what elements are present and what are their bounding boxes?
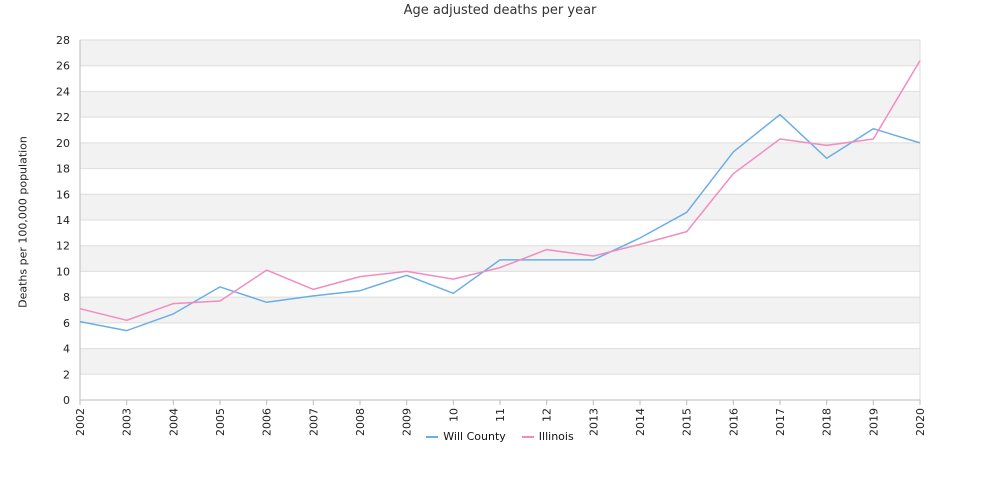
x-tick-label: 2017: [774, 408, 787, 436]
x-tick-label: 2004: [167, 408, 180, 436]
legend: Will County Illinois: [0, 430, 1000, 443]
grid-band: [80, 348, 920, 375]
legend-swatch-will-county: [426, 435, 439, 438]
grid-band: [80, 297, 920, 323]
y-tick-label: 2: [63, 368, 70, 381]
x-tick-label: 2008: [354, 408, 367, 436]
x-tick-label: 2002: [74, 408, 87, 436]
x-tick-label: 2006: [261, 408, 274, 436]
y-tick-label: 14: [56, 214, 70, 227]
grid-band: [80, 40, 920, 66]
grid-band: [80, 142, 920, 169]
x-tick-label: 10: [447, 408, 460, 422]
legend-label-will-county: Will County: [443, 430, 506, 443]
x-tick-label: 2014: [634, 408, 647, 436]
x-tick-label: 2013: [587, 408, 600, 436]
y-tick-label: 26: [56, 60, 70, 73]
grid-band: [80, 194, 920, 220]
series-line-illinois: [79, 60, 921, 322]
x-tick-label: 12: [541, 408, 554, 422]
legend-item-will-county[interactable]: Will County: [426, 430, 506, 443]
x-tick-label: 2020: [914, 408, 927, 436]
x-tick-label: 2018: [821, 408, 834, 436]
x-tick-label: 11: [494, 408, 507, 422]
y-tick-label: 18: [56, 163, 70, 176]
y-tick-label: 22: [56, 111, 70, 124]
y-tick-label: 24: [56, 85, 70, 98]
chart-title: Age adjusted deaths per year: [403, 3, 597, 18]
y-tick-label: 16: [56, 188, 70, 201]
x-tick-label: 2016: [727, 408, 740, 436]
legend-swatch-illinois: [521, 435, 534, 438]
y-tick-label: 28: [56, 34, 70, 47]
y-tick-label: 4: [63, 343, 70, 356]
grid-band: [80, 91, 920, 118]
y-tick-label: 0: [63, 394, 70, 407]
legend-label-illinois: Illinois: [538, 430, 574, 443]
y-tick-label: 12: [56, 240, 70, 253]
x-tick-label: 2019: [867, 408, 880, 436]
y-tick-label: 20: [56, 137, 70, 150]
x-tick-label: 2009: [401, 408, 414, 436]
series-line-will-county: [79, 113, 921, 332]
y-tick-label: 10: [56, 265, 70, 278]
x-tick-label: 2015: [681, 408, 694, 436]
y-tick-label: 8: [63, 291, 70, 304]
x-tick-label: 2005: [214, 408, 227, 436]
legend-item-illinois[interactable]: Illinois: [521, 430, 574, 443]
x-tick-label: 2007: [307, 408, 320, 436]
y-tick-label: 6: [63, 317, 70, 330]
x-tick-label: 2003: [121, 408, 134, 436]
